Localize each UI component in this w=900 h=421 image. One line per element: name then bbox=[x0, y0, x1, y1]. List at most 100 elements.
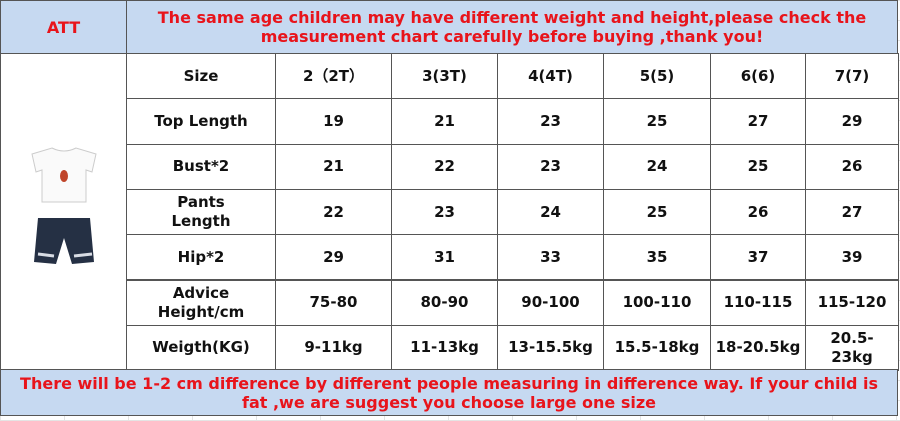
table-cell: 20.5-23kg bbox=[805, 324, 899, 372]
cell-text: 24 bbox=[540, 202, 561, 221]
cell-text: 18-20.5kg bbox=[715, 338, 801, 357]
cell-text: 22 bbox=[434, 157, 455, 176]
table-cell: 35 bbox=[603, 234, 711, 281]
cell-text: 31 bbox=[434, 247, 455, 266]
cell-text: Advice Height/cm bbox=[157, 283, 245, 321]
table-cell: 115-120 bbox=[805, 279, 899, 326]
row-header: Advice Height/cm bbox=[126, 279, 276, 326]
column-header: 3(3T) bbox=[391, 53, 498, 100]
header-notice: The same age children may have different… bbox=[126, 0, 898, 54]
table-cell: 22 bbox=[391, 143, 498, 190]
cell-text: 9-11kg bbox=[304, 338, 363, 357]
cell-text: 25 bbox=[646, 202, 668, 221]
table-cell: 24 bbox=[603, 143, 711, 190]
table-cell: 75-80 bbox=[275, 279, 392, 326]
table-cell: 23 bbox=[391, 188, 498, 236]
cell-text: 21 bbox=[434, 111, 455, 130]
cell-text: 29 bbox=[841, 111, 863, 130]
cell-text: 2（2T） bbox=[302, 66, 365, 85]
cell-text: 21 bbox=[323, 157, 344, 176]
cell-text: 33 bbox=[540, 247, 561, 266]
table-cell: 90-100 bbox=[497, 279, 604, 326]
table-cell: 18-20.5kg bbox=[710, 324, 806, 372]
column-header: 5(5) bbox=[603, 53, 711, 100]
cell-text: Weigth(KG) bbox=[152, 338, 250, 357]
cell-text: 26 bbox=[747, 202, 769, 221]
cell-text: 24 bbox=[646, 157, 668, 176]
table-cell: 100-110 bbox=[603, 279, 711, 326]
cell-text: 23 bbox=[434, 202, 455, 221]
cell-text: 19 bbox=[323, 111, 344, 130]
table-cell: 19 bbox=[275, 98, 392, 145]
table-cell: 22 bbox=[275, 188, 392, 236]
table-cell: 25 bbox=[603, 188, 711, 236]
table-cell: 110-115 bbox=[710, 279, 806, 326]
table-cell: 27 bbox=[805, 188, 899, 236]
cell-text: 80-90 bbox=[420, 293, 469, 312]
cell-text: 27 bbox=[747, 111, 769, 130]
cell-text: Size bbox=[183, 66, 219, 85]
cell-text: 23 bbox=[540, 111, 561, 130]
cell-text: 5(5) bbox=[639, 66, 675, 85]
table-cell: 26 bbox=[805, 143, 899, 190]
row-header: Hip*2 bbox=[126, 234, 276, 281]
table-cell: 33 bbox=[497, 234, 604, 281]
product-image-cell bbox=[0, 53, 127, 370]
column-header: 4(4T) bbox=[497, 53, 604, 100]
table-cell: 9-11kg bbox=[275, 324, 392, 372]
cell-text: 27 bbox=[841, 202, 863, 221]
table-cell: 24 bbox=[497, 188, 604, 236]
table-cell: 29 bbox=[275, 234, 392, 281]
table-cell: 80-90 bbox=[391, 279, 498, 326]
cell-text: 26 bbox=[841, 157, 863, 176]
cell-text: 75-80 bbox=[309, 293, 358, 312]
table-cell: 39 bbox=[805, 234, 899, 281]
column-header: 6(6) bbox=[710, 53, 806, 100]
header-label: ATT bbox=[0, 0, 127, 54]
cell-text: Top Length bbox=[154, 111, 248, 130]
cell-text: 25 bbox=[747, 157, 769, 176]
table-cell: 26 bbox=[710, 188, 806, 236]
cell-text: 115-120 bbox=[817, 293, 887, 312]
column-header: 7(7) bbox=[805, 53, 899, 100]
table-cell: 23 bbox=[497, 98, 604, 145]
cell-text: 35 bbox=[646, 247, 668, 266]
cell-text: Hip*2 bbox=[177, 247, 225, 266]
table-cell: 37 bbox=[710, 234, 806, 281]
cell-text: 25 bbox=[646, 111, 668, 130]
table-cell: 27 bbox=[710, 98, 806, 145]
cell-text: 13-15.5kg bbox=[508, 338, 593, 357]
cell-text: 15.5-18kg bbox=[614, 338, 700, 357]
cell-text: 110-115 bbox=[723, 293, 793, 312]
row-header: Pants Length bbox=[126, 188, 276, 236]
cell-text: 6(6) bbox=[740, 66, 776, 85]
cell-text: 23 bbox=[540, 157, 561, 176]
cell-text: 4(4T) bbox=[528, 66, 573, 85]
table-cell: 15.5-18kg bbox=[603, 324, 711, 372]
cell-text: Pants Length bbox=[171, 193, 231, 231]
product-image bbox=[30, 146, 97, 264]
cell-text: 7(7) bbox=[834, 66, 870, 85]
cell-text: 90-100 bbox=[521, 293, 580, 312]
cell-text: 39 bbox=[841, 247, 863, 266]
row-header: Weigth(KG) bbox=[126, 324, 276, 372]
cell-text: 11-13kg bbox=[410, 338, 479, 357]
table-cell: 29 bbox=[805, 98, 899, 145]
table-cell: 25 bbox=[710, 143, 806, 190]
table-cell: 23 bbox=[497, 143, 604, 190]
table-cell: 21 bbox=[275, 143, 392, 190]
cell-text: 37 bbox=[747, 247, 769, 266]
cell-text: 3(3T) bbox=[422, 66, 467, 85]
row-header: Top Length bbox=[126, 98, 276, 145]
cell-text: Bust*2 bbox=[172, 157, 230, 176]
row-header: Bust*2 bbox=[126, 143, 276, 190]
table-cell: 13-15.5kg bbox=[497, 324, 604, 372]
table-cell: 21 bbox=[391, 98, 498, 145]
column-header: 2（2T） bbox=[275, 53, 392, 100]
table-cell: 25 bbox=[603, 98, 711, 145]
cell-text: 22 bbox=[323, 202, 344, 221]
table-cell: 11-13kg bbox=[391, 324, 498, 372]
cell-text: 20.5-23kg bbox=[830, 328, 874, 366]
cell-text: 100-110 bbox=[622, 293, 692, 312]
